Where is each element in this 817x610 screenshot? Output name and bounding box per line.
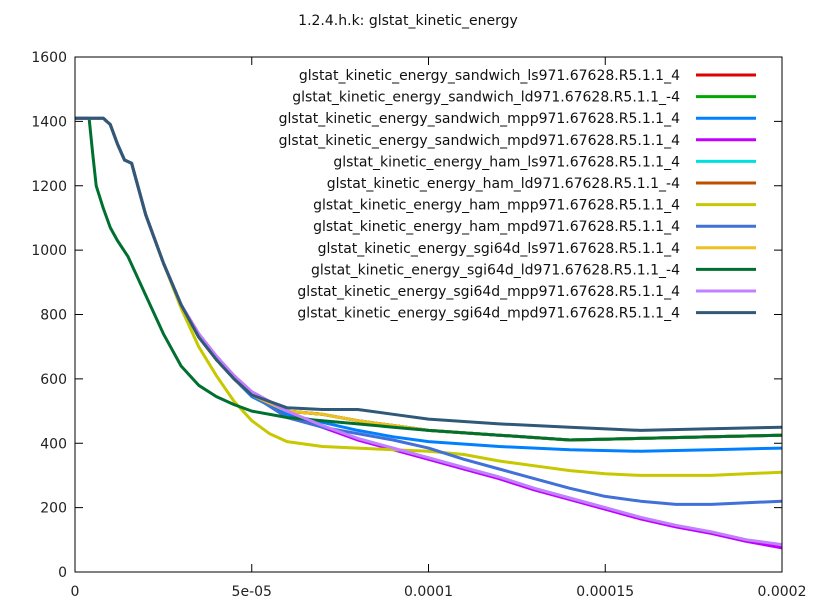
y-tick-label: 400 <box>40 436 67 452</box>
y-tick-label: 800 <box>40 308 67 324</box>
legend-label-9: glstat_kinetic_energy_sgi64d_ld971.67628… <box>311 262 680 278</box>
legend: glstat_kinetic_energy_sandwich_ls971.676… <box>279 68 756 322</box>
y-tick-label: 1200 <box>31 179 67 195</box>
series-layer <box>75 116 783 550</box>
y-tick-label: 1000 <box>31 243 67 259</box>
legend-label-8: glstat_kinetic_energy_sgi64d_ls971.67628… <box>318 241 680 257</box>
legend-label-6: glstat_kinetic_energy_ham_mpp971.67628.R… <box>313 198 680 214</box>
x-tick-label: 5e-05 <box>232 584 272 600</box>
legend-label-2: glstat_kinetic_energy_sandwich_mpp971.67… <box>279 111 680 127</box>
series-line-11 <box>75 116 783 432</box>
legend-label-10: glstat_kinetic_energy_sgi64d_mpp971.6762… <box>297 284 680 300</box>
x-tick-label: 0.00015 <box>576 584 634 600</box>
x-tick-label: 0.0001 <box>404 584 453 600</box>
x-tick-label: 0.0002 <box>758 584 807 600</box>
legend-label-11: glstat_kinetic_energy_sgi64d_mpd971.6762… <box>297 306 680 322</box>
legend-label-5: glstat_kinetic_energy_ham_ld971.67628.R5… <box>327 176 680 192</box>
legend-label-7: glstat_kinetic_energy_ham_mpd971.67628.R… <box>313 219 680 235</box>
y-tick-label: 0 <box>58 565 67 581</box>
axis-layer: 0 200 400 600 800 1000 1200 1400 1600 0 5e-05 0.000… <box>31 50 806 600</box>
series-line-9 <box>75 116 783 442</box>
y-tick-label: 1600 <box>31 50 67 66</box>
y-tick-label: 600 <box>40 372 67 388</box>
chart-title: 1.2.4.h.k: glstat_kinetic_energy <box>298 13 518 29</box>
legend-label-0: glstat_kinetic_energy_sandwich_ls971.676… <box>299 68 680 84</box>
y-tick-label: 1400 <box>31 114 67 130</box>
legend-label-1: glstat_kinetic_energy_sandwich_ld971.676… <box>292 90 680 106</box>
legend-label-4: glstat_kinetic_energy_ham_ls971.67628.R5… <box>333 154 680 170</box>
x-tick-label: 0 <box>71 584 80 600</box>
legend-label-3: glstat_kinetic_energy_sandwich_mpd971.67… <box>279 133 680 149</box>
y-tick-label: 200 <box>40 501 67 517</box>
